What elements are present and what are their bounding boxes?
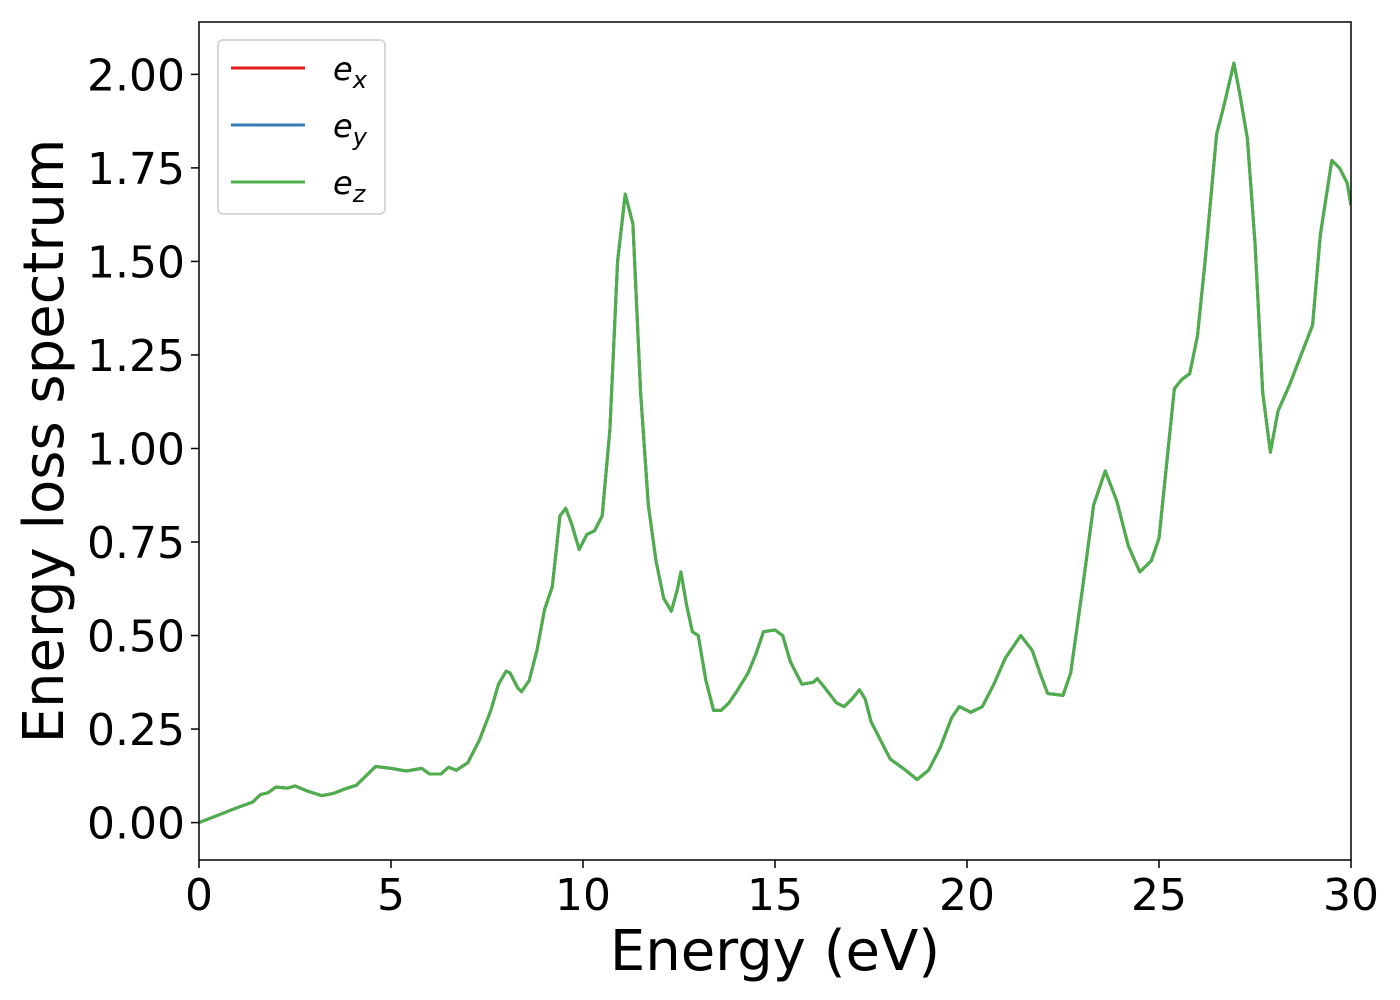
y-tick-label: 1.50 — [87, 237, 185, 288]
y-tick-label: 1.25 — [87, 331, 185, 382]
x-tick-label: 20 — [939, 870, 995, 921]
y-tick-label: 0.75 — [87, 518, 185, 569]
x-tick-label: 25 — [1131, 870, 1187, 921]
x-tick-label: 0 — [185, 870, 213, 921]
y-tick-label: 1.75 — [87, 144, 185, 195]
y-tick-label: 0.25 — [87, 705, 185, 756]
y-tick-label: 0.50 — [87, 612, 185, 663]
y-tick-label: 0.00 — [87, 799, 185, 850]
x-tick-label: 15 — [747, 870, 803, 921]
x-tick-label: 30 — [1323, 870, 1379, 921]
series-line — [199, 61, 1351, 824]
plot-frame — [198, 21, 1352, 861]
y-tick-label: 1.00 — [87, 424, 185, 475]
y-axis-label: Energy loss spectrum — [12, 139, 77, 744]
x-tick-label: 10 — [555, 870, 611, 921]
y-tick-label: 2.00 — [87, 50, 185, 101]
legend-box — [217, 39, 386, 215]
x-axis-label: Energy (eV) — [610, 919, 940, 984]
x-tick-label: 5 — [377, 870, 405, 921]
